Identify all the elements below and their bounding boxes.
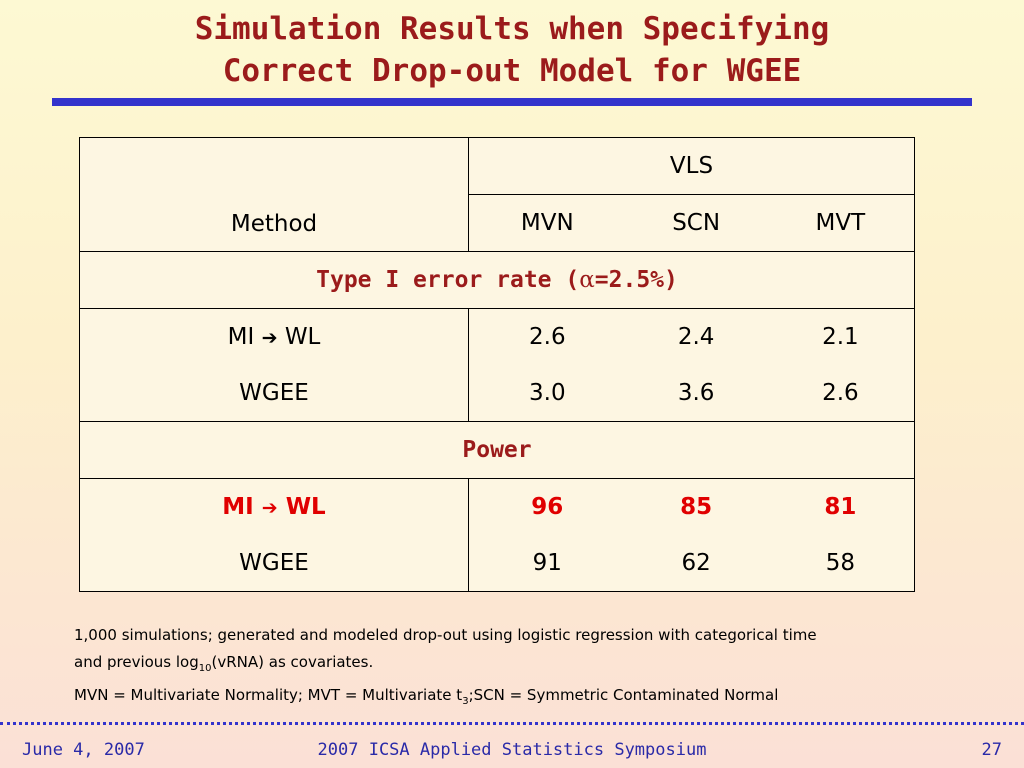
cell-value: 2.4 xyxy=(677,324,715,350)
title-divider xyxy=(52,98,972,106)
row-method-wgee: WGEE xyxy=(79,535,469,592)
note-line-1: 1,000 simulations; generated and modeled… xyxy=(74,626,817,644)
cell-value: 91 xyxy=(468,535,626,592)
row-method-mi-wl: MI ➔ WL xyxy=(79,308,469,365)
cell-value: 96 xyxy=(531,494,564,520)
method-part: MI xyxy=(227,324,255,350)
vls-header: VLS xyxy=(468,137,915,195)
cell-value: 3.0 xyxy=(529,380,566,406)
row-method-wgee: WGEE xyxy=(79,365,469,422)
title-line-1: Simulation Results when Specifying xyxy=(194,11,830,47)
footnotes: 1,000 simulations; generated and modeled… xyxy=(74,622,974,715)
section-type1-label: Type I error rate (α=2.5%) xyxy=(79,251,915,309)
footer-date: June 4, 2007 xyxy=(22,740,145,760)
title-line-2: Correct Drop-out Model for WGEE xyxy=(222,53,802,89)
slide-title: Simulation Results when Specifying Corre… xyxy=(0,8,1024,92)
footer-event: 2007 ICSA Applied Statistics Symposium xyxy=(317,740,707,760)
table-row: MI ➔ WL 96 85 81 xyxy=(79,478,915,535)
note-text: (vRNA) as covariates. xyxy=(211,653,374,671)
alpha-symbol: α xyxy=(579,267,595,293)
method-part: WL xyxy=(285,494,326,520)
arrow-right-icon: ➔ xyxy=(261,327,278,349)
cell-value: 2.6 xyxy=(529,324,566,350)
method-header-cell: Method xyxy=(79,137,469,252)
note-text: MVN = Multivariate Normality; MVT = Mult… xyxy=(74,686,463,704)
cell-value: 81 xyxy=(766,478,915,535)
header-row-2: MVN SCN MVT xyxy=(80,194,915,252)
note-subscript: 3 xyxy=(462,696,469,707)
cell-value: 3.6 xyxy=(677,380,715,406)
method-header: Method xyxy=(230,211,318,237)
col-header-scn: SCN xyxy=(672,210,721,236)
note-text: ;SCN = Symmetric Contaminated Normal xyxy=(468,686,779,704)
cell-value: 62 xyxy=(625,535,767,592)
arrow-right-icon: ➔ xyxy=(261,497,278,519)
table-row: MI ➔ WL 2.6 2.4 2.1 xyxy=(79,308,915,365)
cell-value: 2.6 xyxy=(766,365,915,422)
footer-divider xyxy=(0,722,1024,725)
note-subscript: 10 xyxy=(198,663,212,674)
results-table: Method VLS MVN SCN MVT Type I error rate… xyxy=(79,137,915,592)
col-header-mvn: MVN xyxy=(520,210,574,236)
note-line-2: and previous log10(vRNA) as covariates. xyxy=(74,649,974,682)
method-part: WL xyxy=(284,324,321,350)
method-part: MI xyxy=(222,494,254,520)
cell-value: 85 xyxy=(680,494,713,520)
row-method-mi-wl-highlight: MI ➔ WL xyxy=(79,478,469,535)
note-line-3: MVN = Multivariate Normality; MVT = Mult… xyxy=(74,682,974,715)
section-row-type1: Type I error rate (α=2.5%) xyxy=(79,251,915,309)
cell-value: 58 xyxy=(766,535,915,592)
note-text: and previous log xyxy=(74,653,199,671)
table-row: WGEE 3.0 3.6 2.6 xyxy=(79,365,915,422)
header-row-1: Method VLS xyxy=(79,137,915,252)
type1-suffix: =2.5%) xyxy=(594,267,678,293)
col-header-mvt: MVT xyxy=(766,194,915,252)
footer-page-number: 27 xyxy=(981,740,1002,760)
cell-value: 2.1 xyxy=(766,308,915,365)
table-row: WGEE 91 62 58 xyxy=(79,535,915,592)
section-row-power: Power xyxy=(79,421,915,479)
section-power-label: Power xyxy=(79,421,915,479)
type1-prefix: Type I error rate ( xyxy=(316,267,580,293)
